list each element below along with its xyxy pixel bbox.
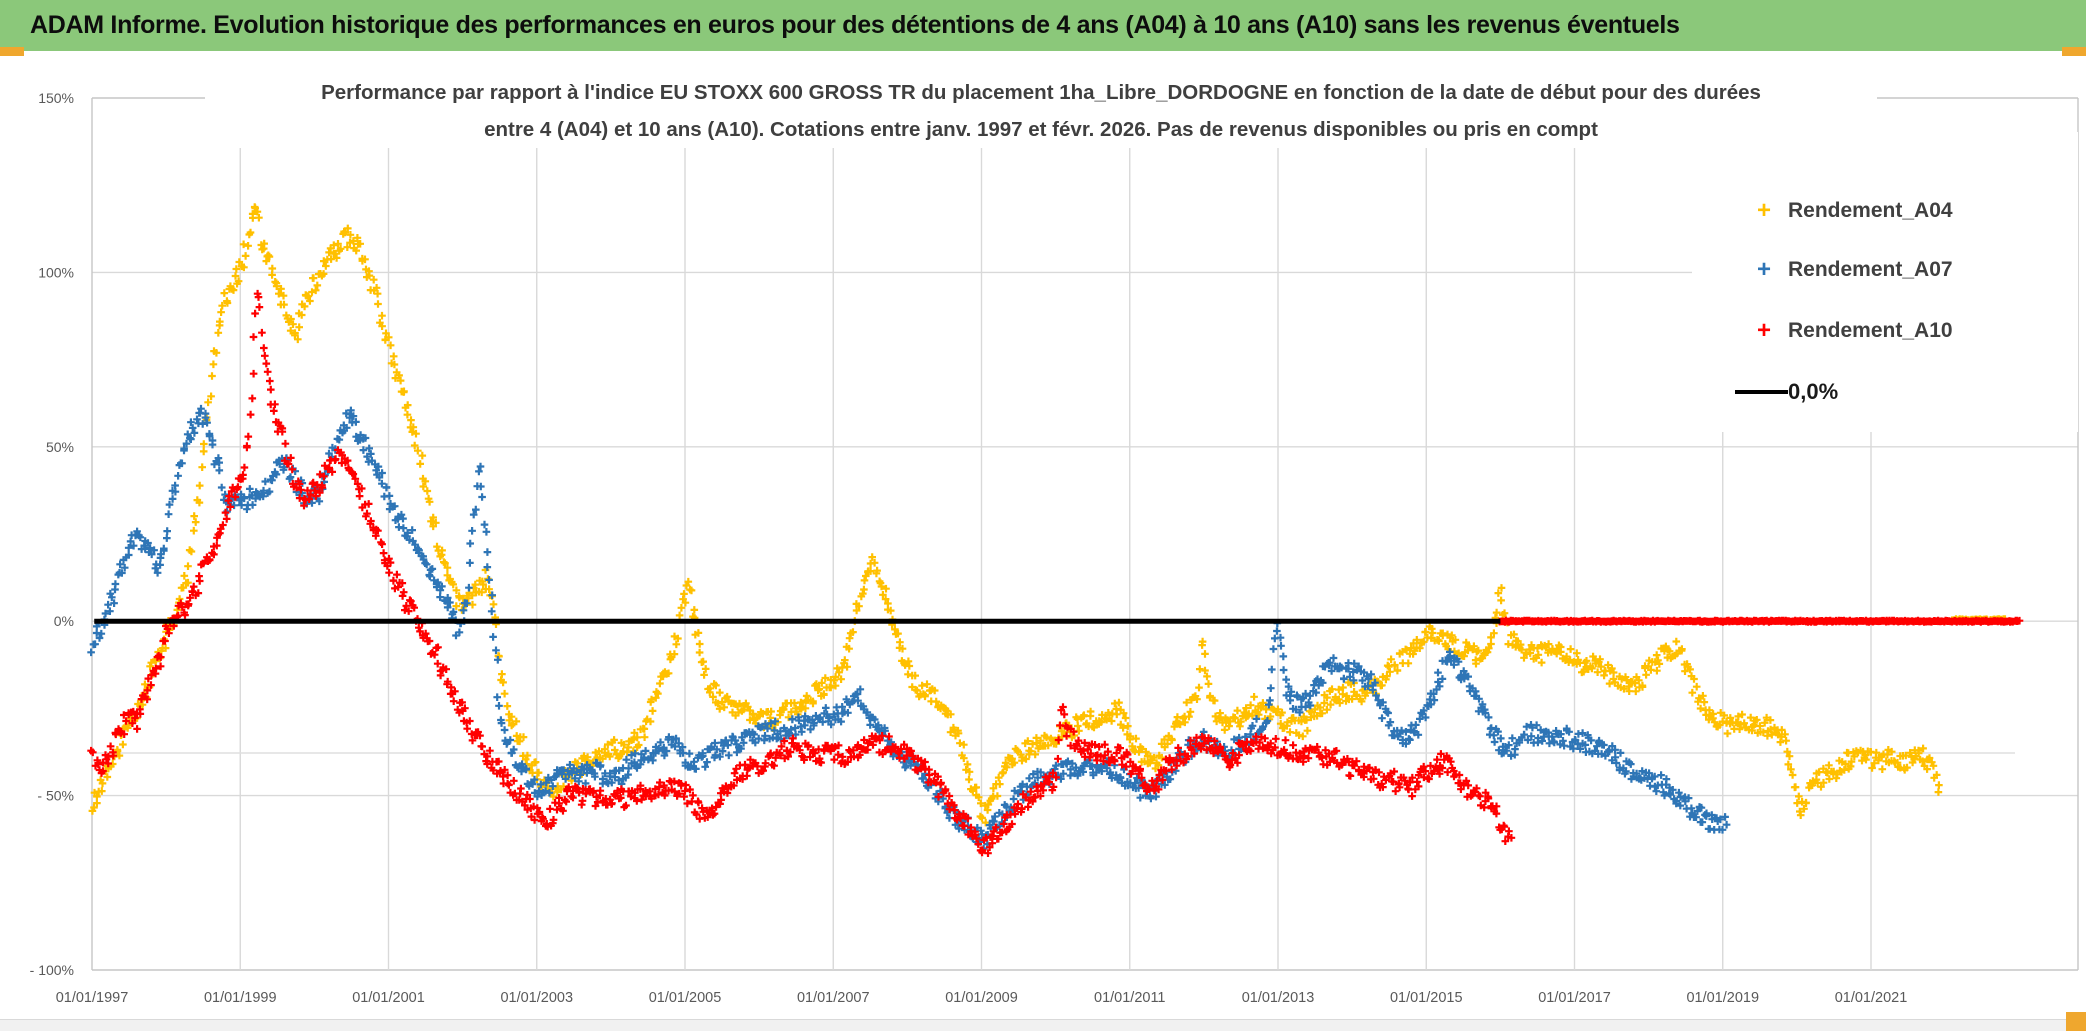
legend-label: Rendement_A04 xyxy=(1788,199,1953,222)
y-axis-tick-label: 50% xyxy=(46,439,74,455)
legend-item-rendement-a04[interactable]: + Rendement_A04 xyxy=(1692,196,2078,226)
series-rendement_a10 xyxy=(87,289,1516,857)
x-axis-tick-label: 01/01/2017 xyxy=(1538,990,1611,1006)
bottom-strip xyxy=(0,1019,2086,1031)
chart-title-line2: entre 4 (A04) et 10 ans (A10). Cotations… xyxy=(484,118,1598,141)
header-bar: ADAM Informe. Evolution historique des p… xyxy=(0,0,2086,51)
legend-item-rendement-a10[interactable]: + Rendement_A10 xyxy=(1692,316,2078,346)
corner-accent-bottom-right xyxy=(2066,1012,2086,1031)
plus-marker-icon: + xyxy=(1756,197,1771,224)
corner-accent-top-left xyxy=(0,47,24,56)
plus-marker-icon: + xyxy=(1756,317,1771,344)
x-axis-tick-label: 01/01/2003 xyxy=(500,990,573,1006)
legend-label: Rendement_A10 xyxy=(1788,319,1953,342)
plus-marker-icon: + xyxy=(1756,256,1771,283)
series-rendement_a04 xyxy=(88,203,1943,827)
x-axis-tick-label: 01/01/2001 xyxy=(352,990,425,1006)
y-axis-tick-label: - 50% xyxy=(37,788,74,804)
x-axis-tick-label: 01/01/2013 xyxy=(1242,990,1315,1006)
legend-label: Rendement_A07 xyxy=(1788,258,1953,281)
chart-title: Performance par rapport à l'indice EU ST… xyxy=(205,74,1877,148)
y-axis-tick-label: 0% xyxy=(54,613,74,629)
y-axis-tick-label: 150% xyxy=(38,90,74,106)
chart-legend: + Rendement_A04 + Rendement_A07 + Rendem… xyxy=(1692,132,2078,432)
x-axis-tick-label: 01/01/2015 xyxy=(1390,990,1463,1006)
corner-accent-top-right xyxy=(2062,47,2086,56)
x-axis-tick-label: 01/01/2009 xyxy=(945,990,1018,1006)
x-axis-tick-label: 01/01/2021 xyxy=(1835,990,1908,1006)
x-axis-tick-label: 01/01/2019 xyxy=(1686,990,1759,1006)
y-axis-tick-label: 100% xyxy=(38,264,74,280)
legend-item-rendement-a07[interactable]: + Rendement_A07 xyxy=(1692,255,2078,285)
x-axis-tick-label: 01/01/2005 xyxy=(649,990,722,1006)
x-axis-tick-label: 01/01/2007 xyxy=(797,990,870,1006)
line-marker-icon xyxy=(1735,390,1788,394)
chart-title-line1: Performance par rapport à l'indice EU ST… xyxy=(321,81,1761,104)
legend-item-zero-line[interactable]: 0,0% xyxy=(1692,377,2078,407)
x-axis-tick-label: 01/01/1997 xyxy=(56,990,129,1006)
x-axis-tick-label: 01/01/1999 xyxy=(204,990,277,1006)
legend-label: 0,0% xyxy=(1788,379,1839,404)
x-axis-tick-label: 01/01/2011 xyxy=(1094,990,1166,1006)
header-title: ADAM Informe. Evolution historique des p… xyxy=(30,11,1680,39)
y-axis-tick-label: - 100% xyxy=(30,962,74,978)
